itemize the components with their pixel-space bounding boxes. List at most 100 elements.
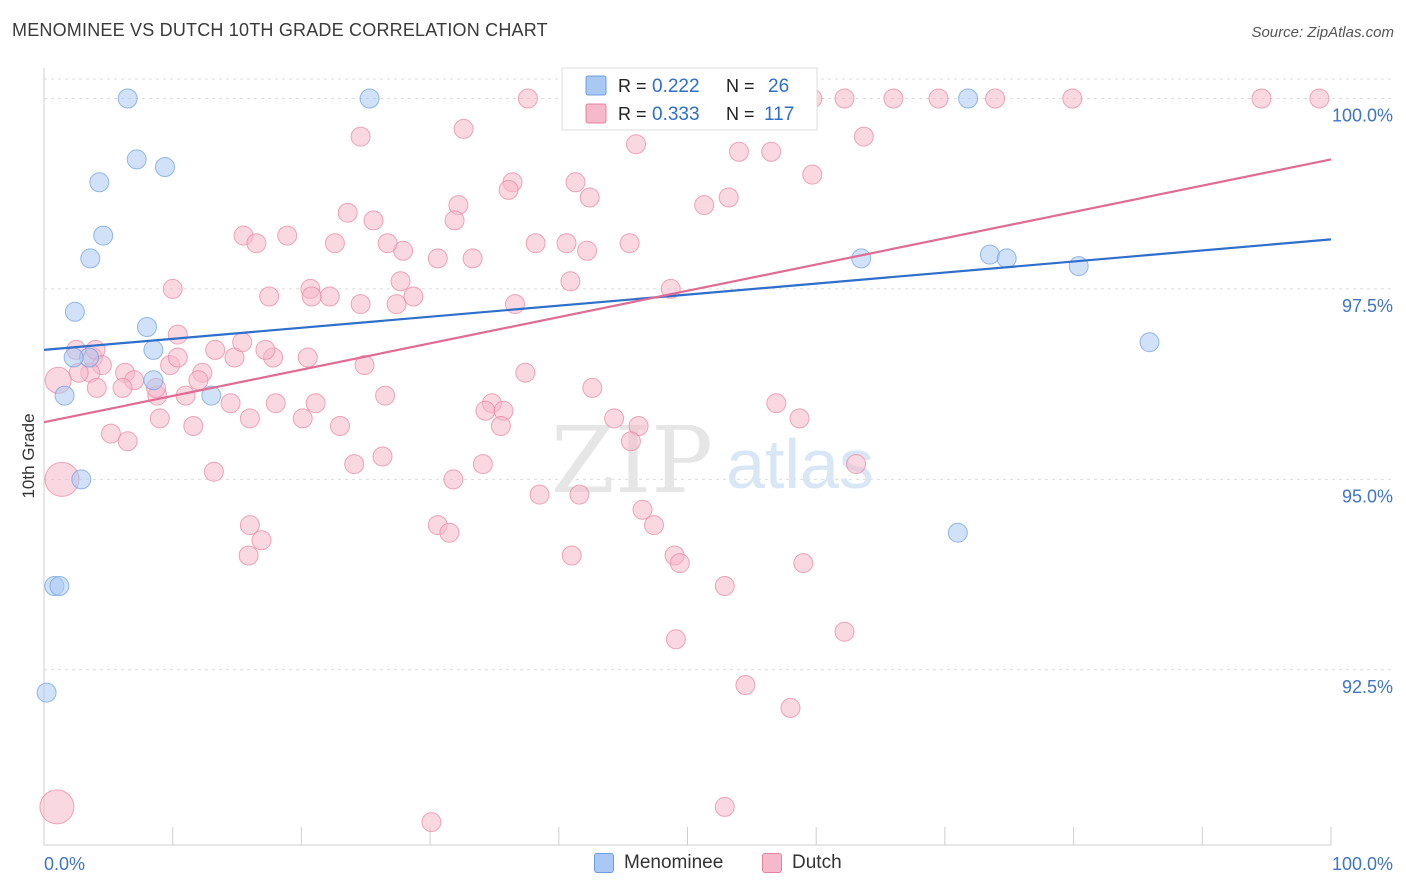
point-dutch <box>780 697 801 718</box>
point-menominee <box>958 88 979 109</box>
point-dutch <box>619 233 640 254</box>
legend-label-menominee: Menominee <box>624 852 724 873</box>
point-dutch <box>834 621 855 642</box>
stats-r-value-menominee: 0.222 <box>652 76 700 97</box>
point-dutch <box>626 134 646 155</box>
y-tick-label: 100.0% <box>1332 105 1393 125</box>
point-dutch <box>149 408 170 429</box>
point-dutch <box>498 179 519 200</box>
legend-label-dutch: Dutch <box>792 852 842 873</box>
point-dutch <box>255 339 276 360</box>
point-dutch <box>525 233 546 254</box>
legend-swatch-menominee <box>594 853 614 873</box>
point-dutch <box>556 233 577 254</box>
point-dutch <box>490 416 511 436</box>
point-dutch <box>846 454 867 475</box>
point-menominee <box>54 385 75 406</box>
point-menominee <box>63 347 84 368</box>
stats-r-value-dutch: 0.333 <box>652 104 700 125</box>
point-dutch <box>324 233 345 254</box>
y-tick-label: 92.5% <box>1342 677 1393 697</box>
point-dutch <box>475 400 496 421</box>
point-menominee <box>80 248 101 269</box>
x-tick-labels: 0.0% 100.0% <box>44 854 1393 874</box>
point-dutch <box>560 271 581 292</box>
point-menominee <box>155 157 175 177</box>
stats-swatch-dutch <box>585 103 607 124</box>
point-dutch <box>928 88 949 109</box>
point-dutch <box>372 446 393 467</box>
point-dutch <box>582 377 603 398</box>
point-dutch <box>354 355 375 376</box>
point-dutch <box>344 454 365 475</box>
point-menominee <box>117 88 138 109</box>
y-tick-label: 95.0% <box>1342 486 1393 506</box>
point-dutch <box>1251 88 1272 109</box>
point-menominee <box>71 469 92 490</box>
point-menominee <box>36 682 57 703</box>
point-dutch <box>162 278 183 299</box>
point-dutch <box>277 225 298 246</box>
point-dutch <box>297 347 318 368</box>
point-dutch <box>569 484 590 505</box>
point-dutch <box>883 88 904 109</box>
point-dutch <box>714 796 735 817</box>
point-dutch <box>112 377 133 398</box>
legend-item-dutch: Dutch <box>762 852 842 874</box>
stats-r-label-menominee: R = <box>618 76 647 96</box>
stats-r-label-dutch: R = <box>618 104 647 124</box>
point-dutch <box>239 515 260 536</box>
point-dutch <box>375 385 396 406</box>
point-dutch <box>117 431 138 452</box>
point-menominee <box>143 370 164 391</box>
point-dutch <box>462 248 483 269</box>
stats-n-label-menominee: N = <box>726 76 755 96</box>
stats-legend-box: R = 0.222 N = 26 R = 0.333 N = 117 <box>561 67 818 131</box>
point-dutch <box>579 187 600 208</box>
point-dutch <box>377 233 398 254</box>
point-menominee <box>947 522 968 543</box>
point-menominee <box>201 385 222 406</box>
stats-n-label-dutch: N = <box>726 104 755 124</box>
stats-swatch-menominee <box>585 75 607 96</box>
point-menominee <box>126 149 147 170</box>
point-dutch <box>319 286 340 307</box>
point-dutch <box>529 484 550 505</box>
point-dutch <box>427 248 448 269</box>
point-dutch <box>305 393 326 414</box>
y-tick-label: 97.5% <box>1342 296 1393 316</box>
x-tick-label-min: 0.0% <box>44 854 85 874</box>
point-dutch <box>718 187 739 208</box>
point-dutch <box>363 210 384 231</box>
point-dutch <box>238 545 259 566</box>
point-dutch <box>205 339 226 360</box>
point-menominee <box>996 248 1017 269</box>
point-dutch <box>232 332 253 353</box>
y-tick-labels: 92.5% 95.0% 97.5% 100.0% <box>1332 105 1393 696</box>
point-dutch <box>453 118 474 139</box>
point-menominee <box>137 317 157 337</box>
point-dutch <box>1309 88 1330 109</box>
point-dutch <box>390 271 411 292</box>
point-dutch <box>86 377 107 398</box>
point-dutch <box>259 286 280 307</box>
point-dutch <box>220 393 241 414</box>
point-dutch <box>577 240 598 261</box>
point-dutch <box>301 286 322 307</box>
point-dutch <box>188 370 209 391</box>
legend-swatch-dutch <box>762 853 782 873</box>
point-dutch <box>853 126 874 147</box>
point-dutch <box>694 195 715 216</box>
point-menominee <box>93 225 114 246</box>
point-dutch <box>183 416 204 436</box>
stats-n-value-menominee: 26 <box>768 76 789 97</box>
point-menominee <box>49 576 70 596</box>
point-dutch <box>403 286 424 307</box>
point-dutch <box>802 164 823 185</box>
point-dutch <box>386 294 407 315</box>
point-dutch <box>167 347 188 368</box>
point-dutch <box>100 423 121 444</box>
point-menominee <box>143 339 164 360</box>
source-label: Source: ZipAtlas.com <box>1251 24 1394 41</box>
